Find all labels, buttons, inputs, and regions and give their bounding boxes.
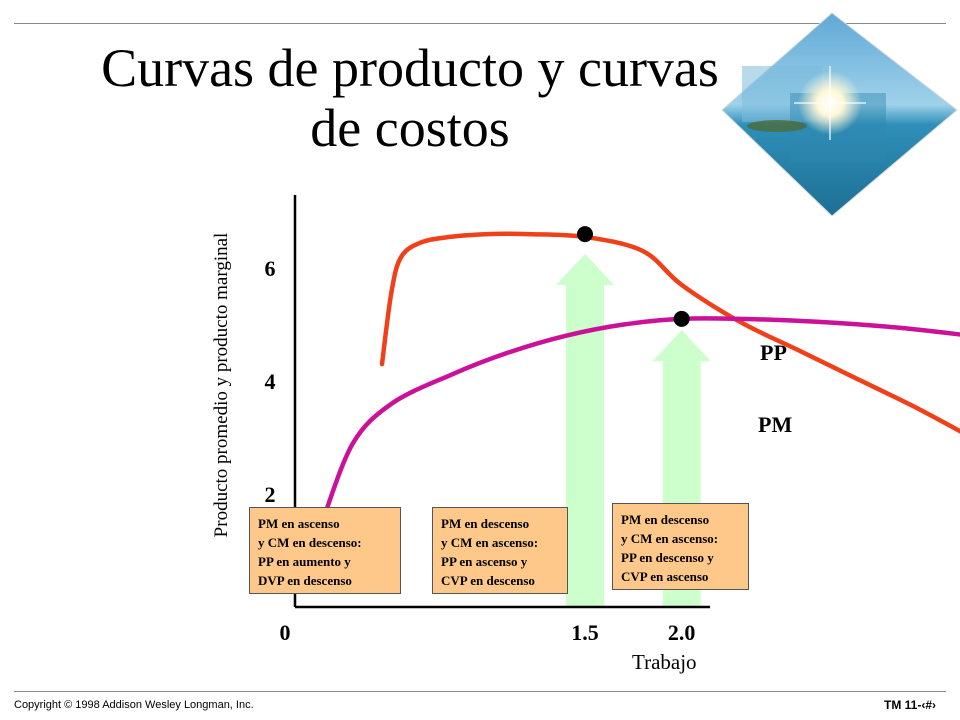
annotation-line: PM en ascenso [258,516,340,531]
x-tick-label: 2.0 [668,620,696,645]
series-label-pp: PP [760,340,787,365]
annotation-line: CVP en ascenso [621,569,709,584]
copyright-footer: Copyright © 1998 Addison Wesley Longman,… [14,699,254,711]
up-arrow-1 [555,253,614,607]
tropical-beach-diamond-logo-icon [721,12,958,217]
annotation-box-2: PM en descenso y CM en ascenso: PP en as… [432,507,568,594]
annotation-box-3: PM en descenso y CM en ascenso: PP en de… [612,503,749,590]
slide-title: Curvas de producto y curvas de costos [101,38,719,158]
y-axis-label: Producto promedio y producto marginal [211,232,232,538]
series-pp-line [321,316,960,519]
series-label-pm: PM [758,412,792,437]
series-layer [321,231,960,519]
annotation-line: PP en ascenso y [441,554,528,569]
y-tick-label: 2 [265,482,276,507]
annotation-box-1: PM en ascenso y CM en descenso: PP en au… [249,507,401,594]
annotation-line: y CM en ascenso: [441,535,539,550]
markers-layer [576,226,690,327]
x-tick-label: 0 [280,620,291,645]
ticks-layer: 0 1.5 2.0 2 4 6 [265,256,696,645]
annotation-line: PM en descenso [621,512,710,527]
top-rule [14,23,946,24]
annotation-line: CVP en descenso [441,573,535,588]
annotation-line: DVP en descenso [258,573,352,588]
y-tick-label: 4 [265,369,276,394]
annotation-line: PP en aumento y [258,554,351,569]
marker-point-2 [673,310,690,327]
annotation-line: y CM en descenso: [258,535,362,550]
series-labels: PM PP [758,340,792,437]
x-axis-label: Trabajo [632,650,697,674]
bottom-rule [14,691,946,692]
x-tick-label: 1.5 [571,620,599,645]
annotation-line: PP en descenso y [621,550,714,565]
annotation-line: PM en descenso [441,516,530,531]
y-tick-label: 6 [265,256,276,281]
series-pm-line [379,231,960,434]
slide-number: TM 11-‹#› [883,698,936,712]
annotation-line: y CM en ascenso: [621,531,719,546]
marker-point-1 [576,226,593,243]
